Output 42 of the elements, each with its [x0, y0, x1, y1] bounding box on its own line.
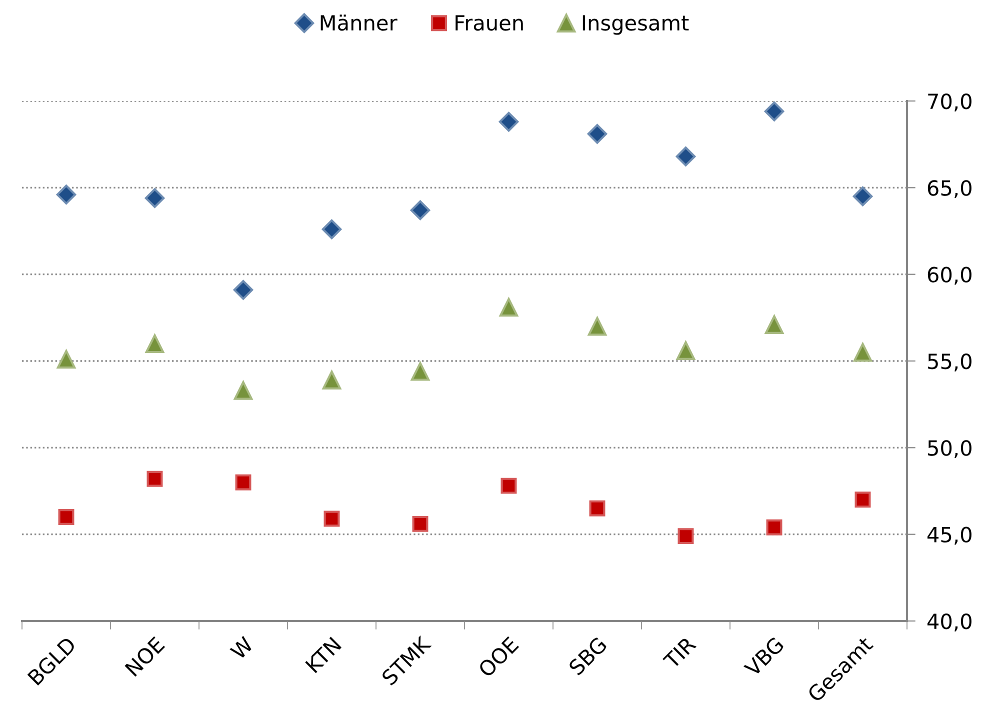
point: [234, 381, 253, 400]
point: [56, 184, 76, 204]
point: [676, 146, 696, 166]
y-tick-label: 65,0: [928, 180, 972, 198]
point: [322, 219, 342, 240]
legend-label: Frauen: [456, 15, 523, 31]
point: [852, 186, 873, 206]
point: [499, 298, 518, 317]
point: [144, 188, 165, 208]
point: [766, 519, 782, 536]
point: [676, 341, 696, 360]
point: [235, 474, 252, 490]
point: [56, 350, 76, 369]
x-tick-label: W: [230, 636, 254, 660]
y-tick-label: 55,0: [928, 353, 972, 372]
y-tick-label: 40,0: [927, 613, 972, 632]
point: [410, 362, 430, 381]
point: [58, 509, 74, 525]
point: [588, 316, 607, 336]
point: [853, 342, 872, 362]
y-tick-label: 60,0: [928, 266, 972, 285]
point: [233, 280, 254, 300]
point: [500, 478, 517, 494]
x-tick-label: TIR: [662, 636, 697, 670]
point: [412, 516, 428, 532]
y-tick-label: 70,0: [928, 93, 972, 112]
point: [322, 370, 342, 390]
point: [145, 334, 164, 354]
y-tick-label: 50,0: [928, 440, 972, 458]
point: [764, 102, 784, 122]
point: [587, 124, 608, 144]
y-tick-label: 45,0: [927, 526, 972, 545]
point: [854, 492, 871, 508]
point: [146, 470, 163, 487]
legend-label: Insgesamt: [582, 15, 689, 35]
point: [410, 200, 430, 220]
point: [324, 510, 340, 527]
point: [764, 315, 784, 334]
point: [498, 112, 519, 132]
point: [678, 528, 694, 544]
point: [589, 500, 606, 516]
legend-label: Männer: [320, 14, 398, 31]
